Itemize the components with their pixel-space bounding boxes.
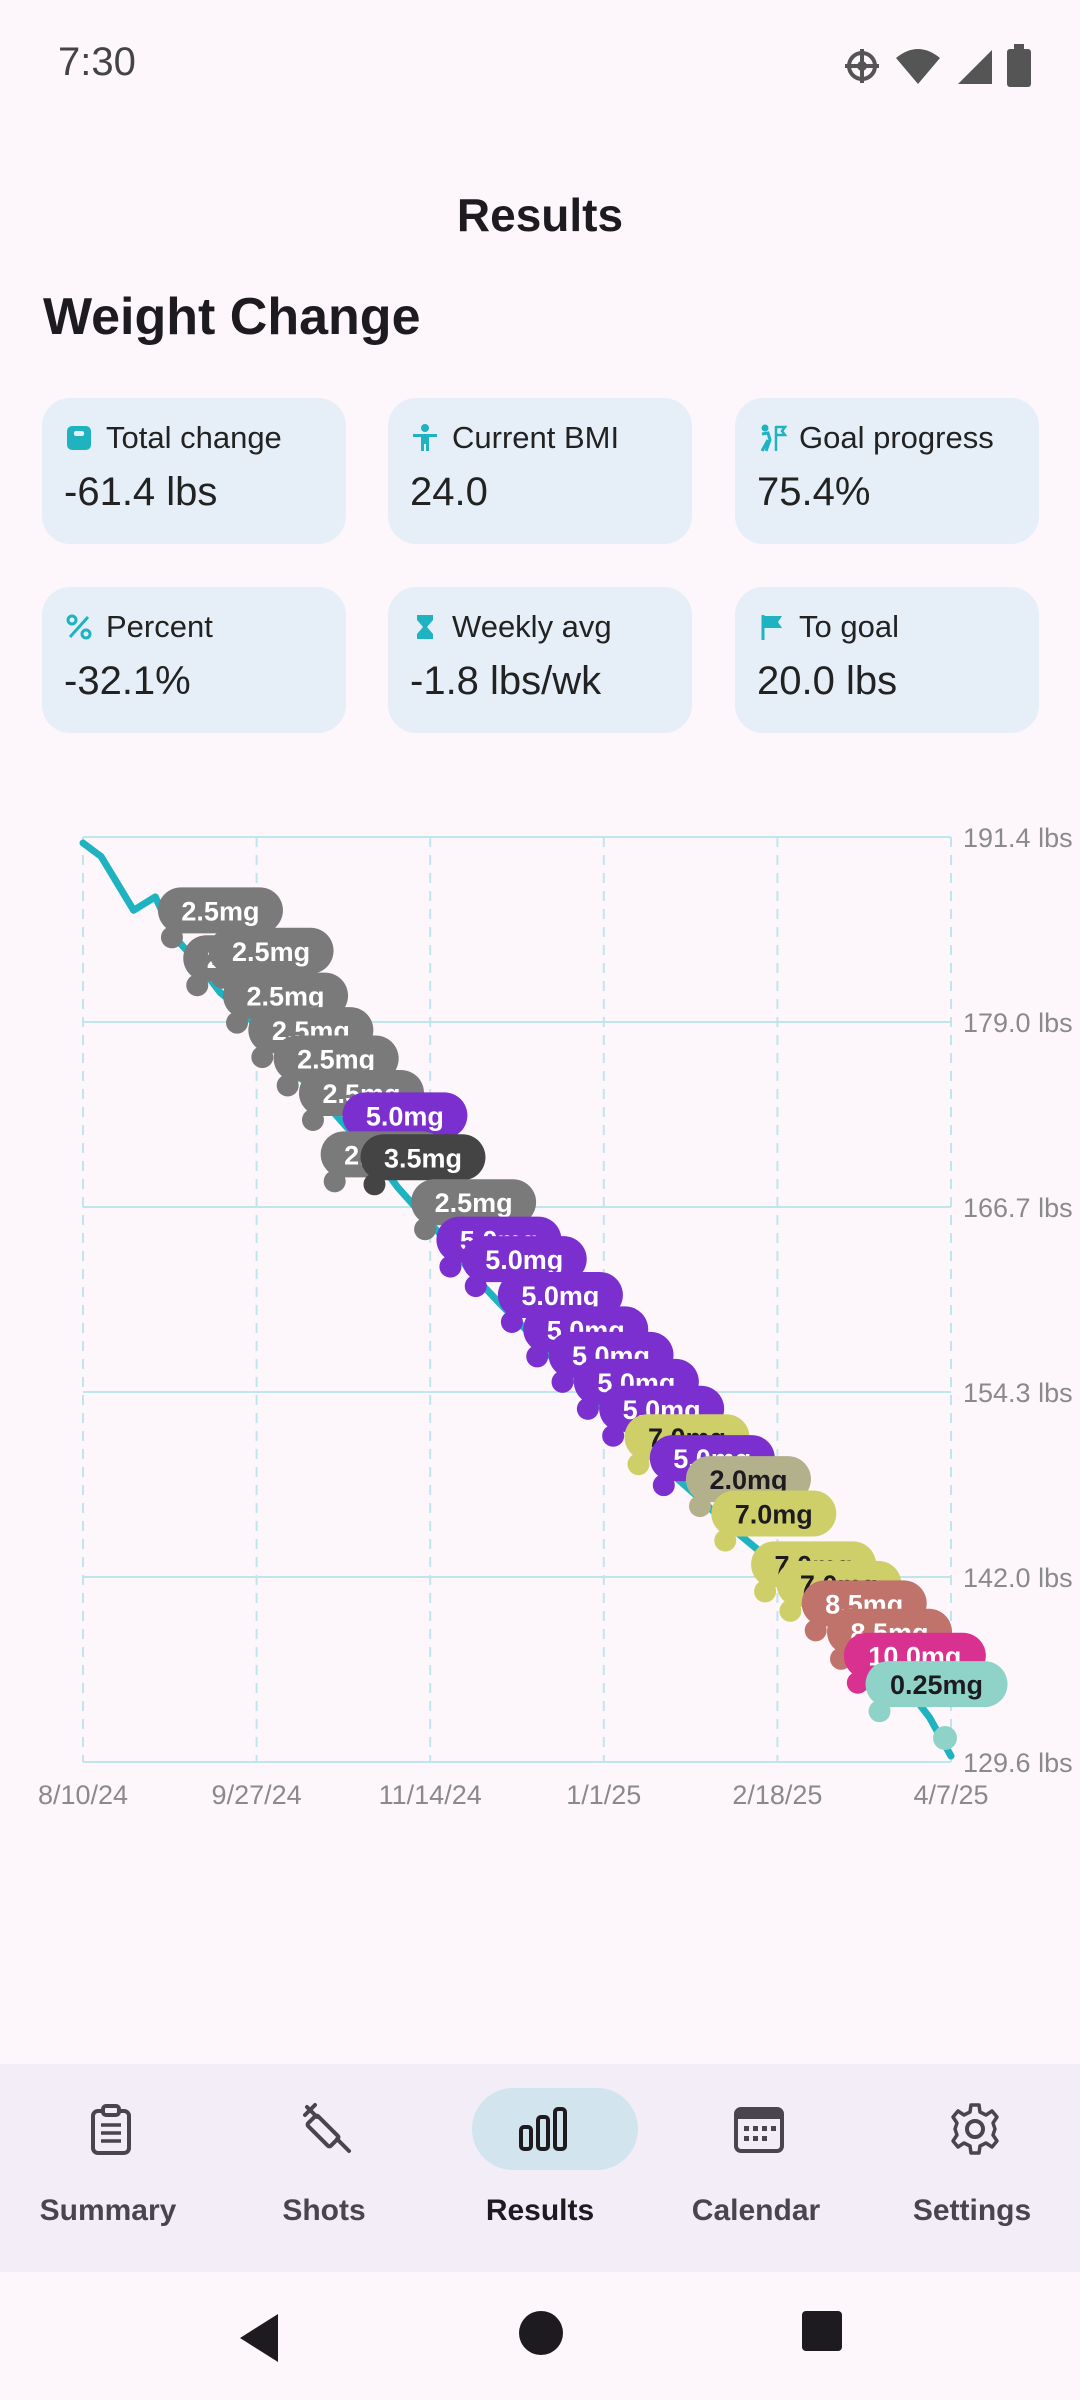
dose-label-text: 2.0mg [709, 1465, 787, 1495]
dose-label-pill [865, 1661, 1008, 1708]
last-point-marker [933, 1726, 957, 1751]
bottom-nav: Summary Shots Results [0, 2064, 1080, 2272]
stat-value: 20.0 lbs [757, 659, 898, 703]
stat-label: To goal [799, 609, 899, 644]
dose-label-pill [208, 927, 334, 974]
system-nav-bar [0, 2272, 1080, 2400]
stat-label: Current BMI [452, 420, 620, 455]
stat-card-weekly-avg: Weekly avg -1.8 lbs/wk [388, 587, 692, 733]
dose-label-pill [711, 1490, 837, 1537]
syringe-icon [303, 2103, 351, 2153]
dose-label-text: 2.5mg [435, 1188, 513, 1218]
wifi-icon [896, 49, 940, 84]
calendar-icon [734, 2107, 784, 2153]
status-icons [842, 44, 1032, 88]
home-icon[interactable] [518, 2310, 564, 2356]
stat-value: -32.1% [64, 659, 191, 703]
stat-value: 24.0 [410, 470, 488, 514]
dose-label-pill [360, 1134, 486, 1181]
stat-value: -1.8 lbs/wk [410, 659, 602, 703]
nav-label: Summary [39, 2194, 177, 2227]
x-tick-label: 8/10/24 [38, 1780, 128, 1810]
stat-card-to-goal: To goal 20.0 lbs [735, 587, 1039, 733]
gear-icon [951, 2103, 999, 2155]
x-tick-label: 4/7/25 [913, 1780, 988, 1810]
dose-label-text: 2.5mg [297, 1045, 375, 1075]
stat-label: Weekly avg [452, 609, 612, 644]
dose-label-text: 2.5mg [232, 937, 310, 967]
y-tick-label: 166.7 lbs [963, 1193, 1073, 1223]
dose-label-pill [461, 1236, 587, 1283]
recents-icon[interactable] [801, 2310, 843, 2352]
nav-label: Settings [912, 2194, 1032, 2227]
y-tick-label: 191.4 lbs [963, 823, 1073, 853]
dose-label-text: 5.0mg [521, 1281, 599, 1311]
person-icon [413, 424, 437, 451]
stat-label: Total change [106, 420, 282, 455]
x-tick-label: 2/18/25 [732, 1780, 822, 1810]
stat-card-current-bmi: Current BMI 24.0 [388, 398, 692, 544]
x-tick-label: 1/1/25 [566, 1780, 641, 1810]
dose-label-text: 5.0mg [485, 1245, 563, 1275]
nav-item-summary[interactable]: Summary [0, 2064, 216, 2272]
stat-card-percent: Percent -32.1% [42, 587, 346, 733]
y-tick-label: 154.3 lbs [963, 1378, 1073, 1408]
y-tick-label: 142.0 lbs [963, 1563, 1073, 1593]
hourglass-icon [417, 615, 433, 639]
bar-chart-icon [519, 2107, 567, 2151]
stat-label: Goal progress [799, 420, 994, 455]
flag-icon [761, 615, 782, 640]
back-icon[interactable] [234, 2310, 284, 2366]
status-bar: 7:30 [0, 0, 1080, 130]
y-tick-label: 129.6 lbs [963, 1748, 1073, 1778]
percent-icon [66, 614, 92, 640]
nav-item-settings[interactable]: Settings [864, 2064, 1080, 2272]
weight-chart: 191.4 lbs 179.0 lbs 166.7 lbs 154.3 lbs 142.… [38, 823, 1073, 1810]
stat-label: Percent [106, 609, 213, 644]
stat-value: -61.4 lbs [64, 470, 218, 514]
status-time: 7:30 [58, 40, 136, 84]
nav-item-calendar[interactable]: Calendar [648, 2064, 864, 2272]
dose-label-text: 3.5mg [384, 1143, 462, 1173]
location-crosshair-icon [845, 49, 879, 83]
dose-label-pill [157, 887, 283, 934]
stat-value: 75.4% [757, 470, 871, 514]
dose-label-text: 0.25mg [890, 1670, 983, 1700]
page-title: Results [456, 189, 624, 241]
x-tick-label: 9/27/24 [212, 1780, 302, 1810]
cell-signal-icon [958, 50, 992, 84]
x-tick-label: 11/14/24 [379, 1780, 482, 1810]
hiking-goal-icon [760, 424, 787, 452]
stat-card-total-change: Total change -61.4 lbs [42, 398, 346, 544]
nav-label: Shots [282, 2194, 366, 2227]
dose-label-text: 7.0mg [735, 1500, 813, 1530]
nav-item-shots[interactable]: Shots [216, 2064, 432, 2272]
y-tick-label: 179.0 lbs [963, 1008, 1073, 1038]
dose-label-text: 2.5mg [247, 982, 325, 1012]
stat-card-goal-progress: Goal progress 75.4% [735, 398, 1039, 544]
battery-icon [1007, 44, 1031, 87]
nav-label: Calendar [691, 2194, 821, 2227]
dose-label-pill [411, 1179, 537, 1226]
section-title: Weight Change [43, 288, 421, 346]
dose-label-pill [342, 1092, 468, 1139]
dose-label-text: 2.5mg [181, 896, 259, 926]
scale-icon [67, 426, 91, 450]
clipboard-icon [91, 2104, 131, 2155]
nav-item-results[interactable]: Results [432, 2064, 648, 2272]
dose-label-text: 5.0mg [366, 1101, 444, 1131]
nav-label: Results [485, 2194, 595, 2227]
